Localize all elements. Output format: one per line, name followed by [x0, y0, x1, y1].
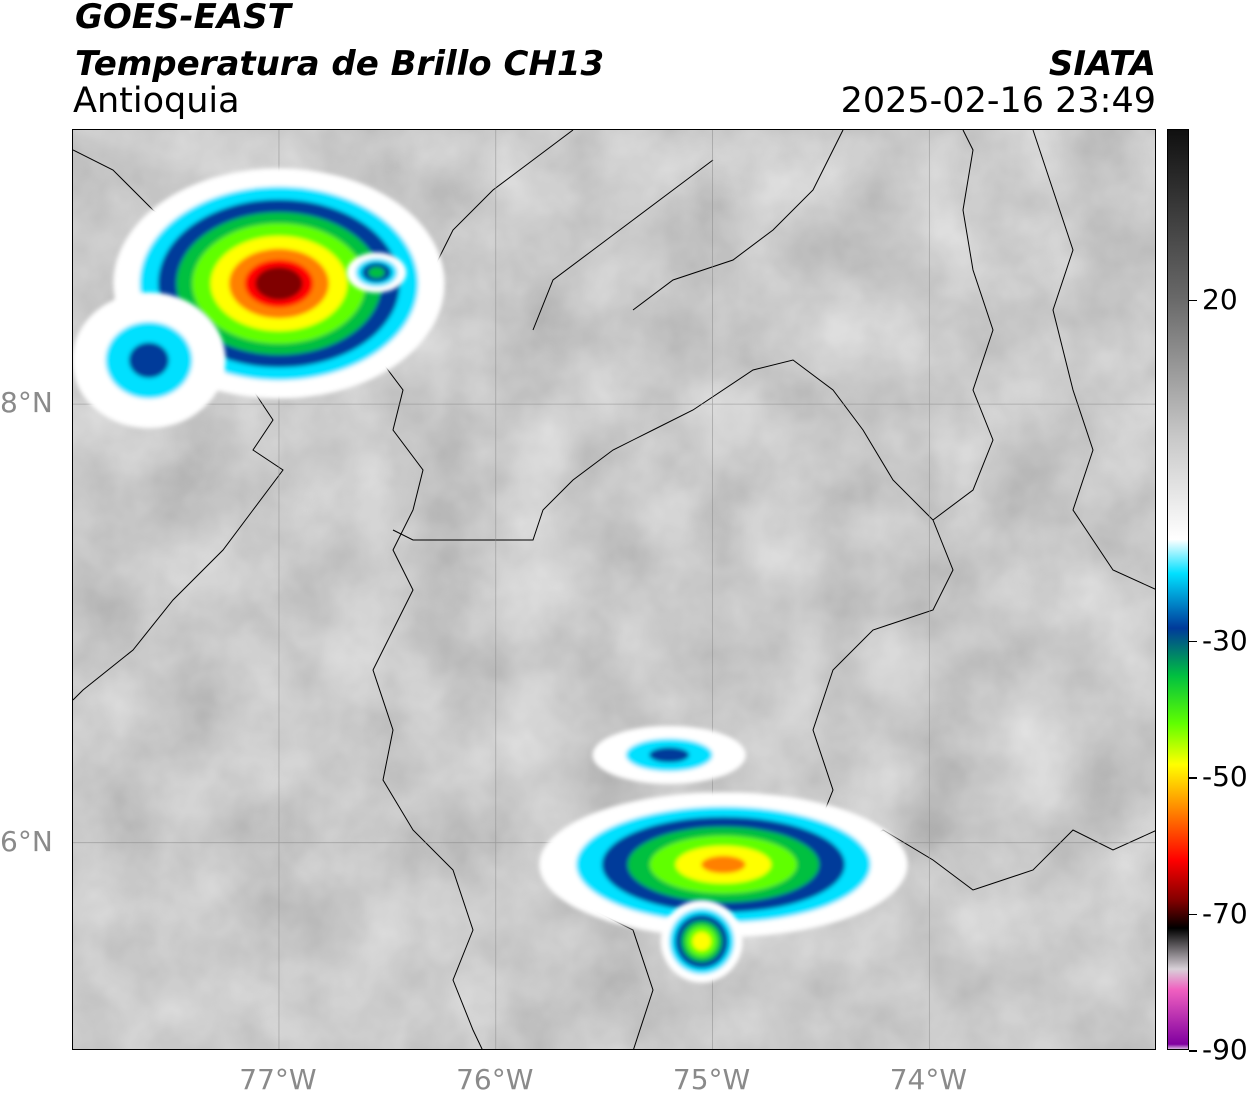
storm-medellin — [539, 792, 908, 938]
lon-tick-label: 75°W — [672, 1063, 751, 1096]
colorbar-tick — [1189, 913, 1197, 916]
border-antioquia — [392, 359, 954, 901]
colorbar-tick-label: -30 — [1202, 623, 1248, 657]
organization-label: SIATA — [1048, 44, 1156, 84]
colorbar-tick-label: -50 — [1202, 760, 1248, 794]
title-product: Temperatura de Brillo CH13 — [75, 44, 605, 84]
lon-tick-label: 74°W — [889, 1063, 968, 1096]
map-canvas — [73, 130, 1155, 1049]
colorbar-tick-label: -90 — [1202, 1033, 1248, 1066]
temperature-contour — [701, 855, 746, 874]
colorbar — [1167, 129, 1189, 1050]
storm-northwest — [73, 292, 226, 429]
colorbar-tick — [1189, 640, 1197, 643]
temperature-contour — [128, 342, 169, 378]
temperature-contour — [692, 931, 712, 951]
temperature-contour — [368, 267, 385, 279]
temperature-contour — [255, 267, 303, 300]
satellite-map — [72, 129, 1156, 1050]
border-venezuela — [1032, 130, 1155, 590]
colorbar-tick — [1189, 777, 1197, 779]
colorbar-tick — [1189, 299, 1197, 302]
border-santander — [932, 130, 994, 521]
border-choco — [372, 349, 483, 1049]
lat-tick-label: 8°N — [0, 386, 53, 420]
temperature-contour — [649, 747, 690, 763]
storm-medellin-south — [660, 900, 743, 983]
colorbar-tick-label: 20 — [1202, 282, 1238, 316]
border-cordoba — [632, 130, 844, 311]
title-satellite: GOES-EAST — [75, 0, 291, 37]
storm-medellin-north — [592, 725, 746, 785]
border-sinu — [532, 159, 714, 331]
colorbar-tick — [1189, 1050, 1197, 1052]
colorbar-gradient — [1168, 130, 1188, 1049]
storm-east-uraba — [346, 252, 407, 293]
region-label: Antioquia — [73, 81, 240, 121]
lon-tick-label: 77°W — [239, 1063, 317, 1096]
colorbar-tick-label: -70 — [1202, 896, 1248, 930]
timestamp-label: 2025-02-16 23:49 — [840, 81, 1156, 121]
lat-tick-label: 6°N — [0, 824, 53, 858]
lon-tick-label: 76°W — [456, 1063, 534, 1096]
storm-cells — [73, 168, 908, 983]
